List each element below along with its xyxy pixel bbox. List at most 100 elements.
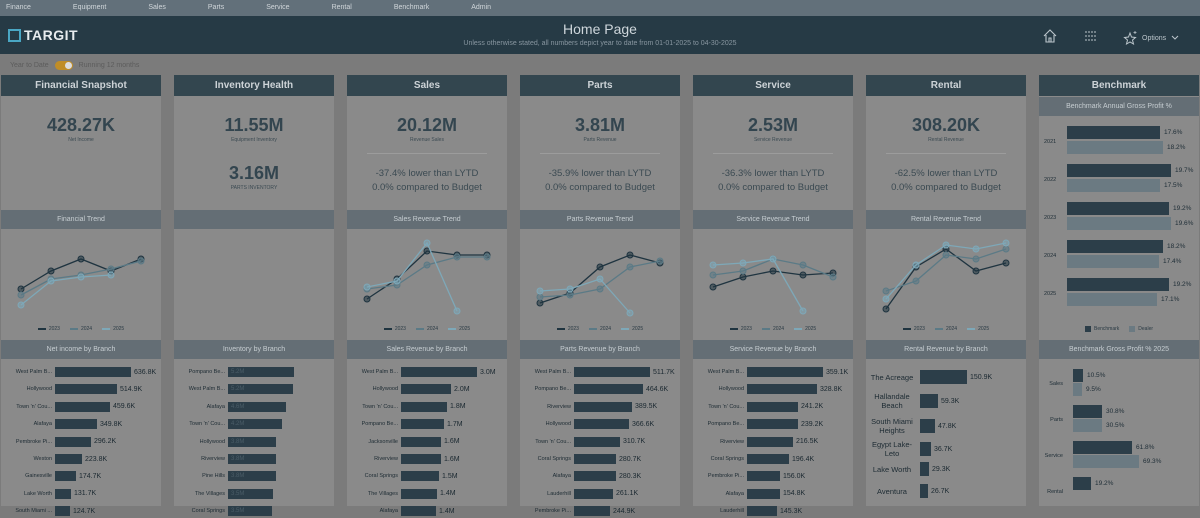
branch-bar [401,506,436,517]
branch-row[interactable]: Pompano Be... 1.7M [347,417,507,431]
branch-row[interactable]: Town 'n' Cou... 459.6K [1,400,161,414]
branch-row[interactable]: Coral Springs 1.5M [347,469,507,483]
branch-row[interactable]: Pompano Be... 464.6K [520,382,680,396]
branch-row[interactable]: West Palm B... 3.0M [347,365,507,379]
legend-2023: 2023 [556,326,579,332]
nav-equipment[interactable]: Equipment [72,4,107,11]
nav-benchmark[interactable]: Benchmark [393,4,430,11]
branch-value: 328.8K [820,385,843,393]
branch-row[interactable]: Hollywood 328.8K [693,382,853,396]
period-toggle[interactable] [54,60,73,70]
branch-value: 389.5K [635,403,658,411]
branch-label: Lauderhill [547,490,571,497]
dealer-value: 17.1% [1161,296,1180,303]
branch-row[interactable]: The Villages 1.4M [347,487,507,501]
branch-row[interactable]: Alafaya 349.8K [1,417,161,431]
branch-row[interactable]: Hollywood 3.8M [174,435,334,449]
branch-row[interactable]: Riverview 389.5K [520,400,680,414]
branch-row[interactable]: Coral Springs 3.5M [174,504,334,518]
sales-trend-point [363,283,371,291]
branch-row[interactable]: West Palm B... 359.1K [693,365,853,379]
branch-value: 5.2M [231,369,245,375]
branch-row[interactable]: Lauderhill 261.1K [520,487,680,501]
branch-row[interactable]: Coral Springs 196.4K [693,452,853,466]
branch-row[interactable]: Alafaya 280.3K [520,469,680,483]
branch-row[interactable]: Hollywood 2.0M [347,382,507,396]
branch-row[interactable]: South Miami Heights 47.8K [866,417,1026,435]
branch-bar [401,384,451,395]
branch-row[interactable]: Pompano Be... 239.2K [693,417,853,431]
branch-row[interactable]: Pembroke Pi... 244.9K [520,504,680,518]
branch-row[interactable]: Town 'n' Cou... 4.2M [174,417,334,431]
branch-row[interactable]: Town 'n' Cou... 241.2K [693,400,853,414]
service-trend-point [799,307,807,315]
rental-trend-point [942,251,950,259]
list-icon[interactable] [1083,28,1099,44]
branch-row[interactable]: Aventura 26.7K [866,484,1026,498]
branch-row[interactable]: West Palm B... 5.2M [174,382,334,396]
nav-parts[interactable]: Parts [207,4,225,11]
parts-trend-point [536,299,544,307]
branch-row[interactable]: The Villages 3.5M [174,487,334,501]
branch-row[interactable]: Riverview 1.6M [347,452,507,466]
sales-trend-point [423,261,431,269]
branch-bar: 4.2M [228,419,282,430]
branch-label: Alafaya [379,508,398,515]
nav-rental[interactable]: Rental [331,4,352,11]
branch-value: 280.3K [619,472,642,480]
branch-row[interactable]: Riverview 3.8M [174,452,334,466]
branch-row[interactable]: Town 'n' Cou... 310.7K [520,435,680,449]
home-icon[interactable] [1042,28,1058,44]
branch-row[interactable]: Alafaya 1.4M [347,504,507,518]
nav-admin[interactable]: Admin [471,4,492,11]
branch-row[interactable]: Hollywood 366.6K [520,417,680,431]
financial-trend-point [47,277,55,285]
nav-finance[interactable]: Finance [6,4,31,11]
branch-value: 349.8K [100,420,123,428]
branch-row[interactable]: Alafaya 4.6M [174,400,334,414]
branch-value: 36.7K [934,445,953,453]
service-trend-point [829,273,837,281]
branch-value: 459.6K [113,403,136,411]
legend-2023: 2023 [383,326,406,332]
nav-sales[interactable]: Sales [148,4,166,11]
legend-2025: 2025 [448,326,470,332]
branch-row[interactable]: Egypt Lake-Leto 36.7K [866,440,1026,458]
branch-row[interactable]: Coral Springs 280.7K [520,452,680,466]
branch-row[interactable]: Pembroke Pi... 296.2K [1,435,161,449]
branch-row[interactable]: Pine Hills 3.8M [174,469,334,483]
logo-icon [8,28,21,42]
parts-trend-point [626,309,634,317]
options-button[interactable]: Options [1122,30,1184,46]
gp-benchmark-value: 19.2% [1095,480,1114,487]
inventory-kpi: 11.55M Equipment Inventory [174,115,334,143]
branch-row[interactable]: Riverview 216.5K [693,435,853,449]
branch-value: 3.5M [231,508,245,515]
branch-label: West Palm B... [15,369,52,375]
branch-row[interactable]: Pompano Be... 5.2M [174,365,334,379]
branch-row[interactable]: Town 'n' Cou... 1.8M [347,400,507,414]
service-trend-point [739,259,747,267]
branch-row[interactable]: The Acreage 150.9K [866,370,1026,384]
legend-dealer: Dealer [1129,326,1153,332]
branch-row[interactable]: West Palm B... 636.8K [1,365,161,379]
branch-row[interactable]: Pembroke Pi... 156.0K [693,469,853,483]
branch-row[interactable]: Lake Worth 29.3K [866,462,1026,476]
parts-panel: Parts 3.81M Parts Revenue -35.9% lower than… [520,75,680,517]
branch-row[interactable]: Lake Worth 131.7K [1,487,161,501]
branch-row[interactable]: Lauderhill 145.3K [693,504,853,518]
branch-row[interactable]: Hollywood 514.9K [1,382,161,396]
branch-row[interactable]: Jacksonville 1.6M [347,435,507,449]
branch-row[interactable]: Gainesville 174.7K [1,469,161,483]
legend-2023: 2023 [37,326,60,332]
branch-bar: 3.8M [228,454,276,464]
branch-label: The Villages [194,490,225,497]
branch-row[interactable]: West Palm B... 511.7K [520,365,680,379]
branch-row[interactable]: Hallandale Beach 59.3K [866,392,1026,410]
branch-row[interactable]: Weston 223.8K [1,452,161,466]
branch-row[interactable]: South Miami ... 124.7K [1,504,161,518]
nav-service[interactable]: Service [266,4,290,11]
branch-row[interactable]: Alafaya 154.8K [693,487,853,501]
rental-budget: 0.0% compared to Budget [891,182,1001,193]
service-trend-point [769,267,777,275]
